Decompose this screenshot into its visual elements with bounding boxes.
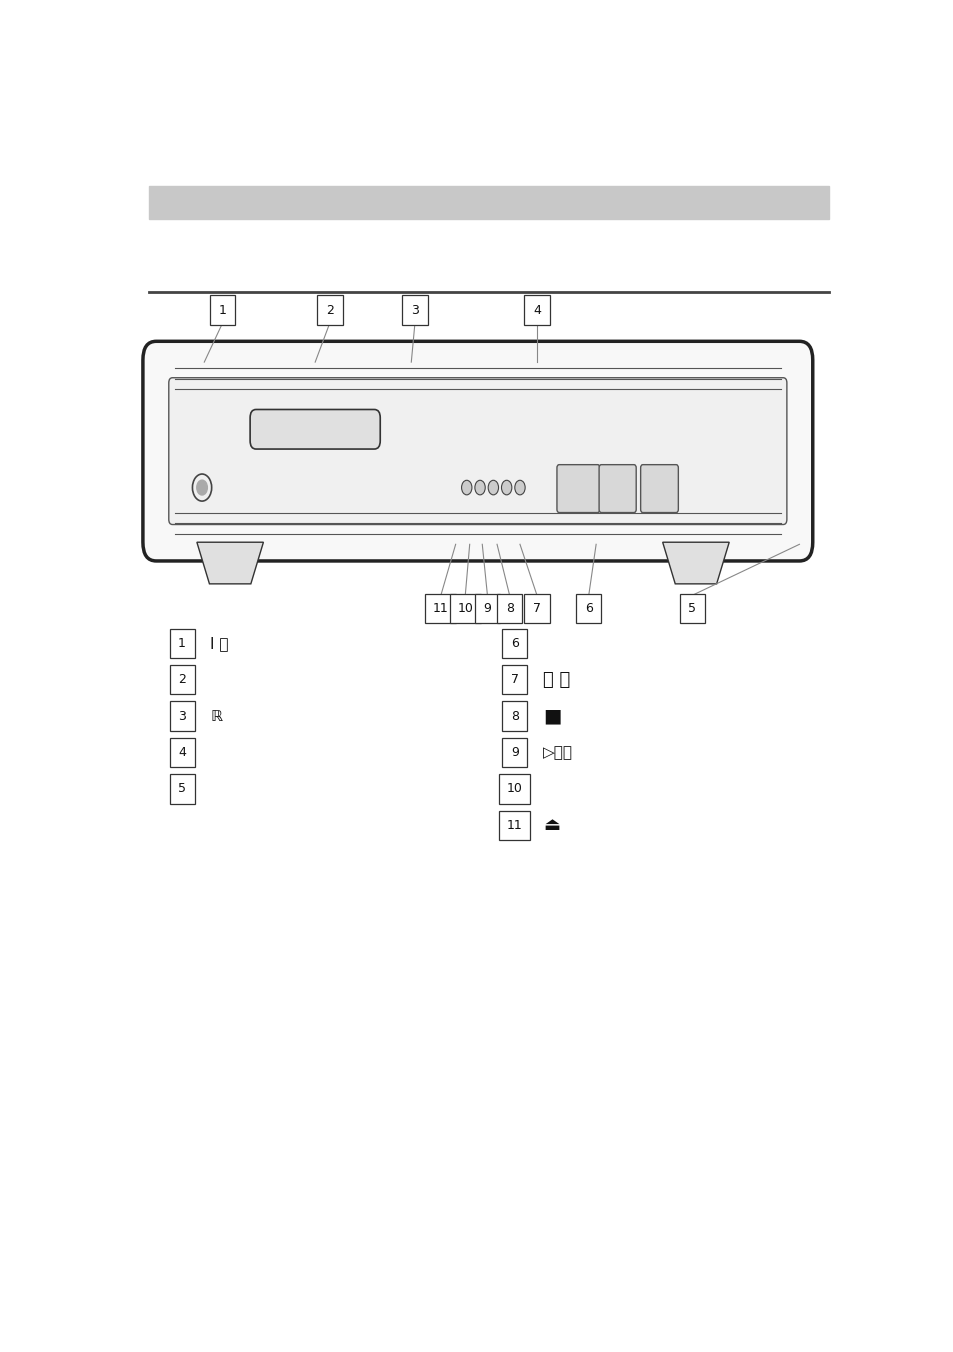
FancyBboxPatch shape	[170, 738, 194, 767]
FancyBboxPatch shape	[475, 595, 499, 623]
FancyBboxPatch shape	[498, 775, 530, 803]
FancyBboxPatch shape	[170, 775, 194, 803]
Text: ■: ■	[542, 707, 560, 726]
FancyBboxPatch shape	[425, 595, 456, 623]
Polygon shape	[196, 542, 263, 584]
Text: 9: 9	[483, 603, 491, 615]
Circle shape	[475, 480, 485, 495]
Circle shape	[501, 480, 512, 495]
Polygon shape	[662, 542, 728, 584]
Text: ▷⎯⎯: ▷⎯⎯	[542, 745, 573, 760]
FancyBboxPatch shape	[498, 811, 530, 840]
FancyBboxPatch shape	[170, 629, 194, 658]
Circle shape	[196, 480, 207, 495]
FancyBboxPatch shape	[524, 296, 549, 324]
Text: 10: 10	[506, 783, 522, 795]
FancyBboxPatch shape	[169, 377, 786, 525]
Text: 5: 5	[687, 603, 696, 615]
Text: 3: 3	[411, 304, 418, 316]
FancyBboxPatch shape	[640, 465, 678, 512]
Circle shape	[488, 480, 498, 495]
Circle shape	[461, 480, 472, 495]
FancyBboxPatch shape	[449, 595, 480, 623]
Text: 8: 8	[505, 603, 513, 615]
FancyBboxPatch shape	[679, 595, 704, 623]
FancyBboxPatch shape	[501, 702, 527, 730]
Text: ⏏: ⏏	[542, 817, 559, 834]
Text: ⏮ ⏭: ⏮ ⏭	[542, 671, 570, 688]
FancyBboxPatch shape	[170, 665, 194, 694]
Text: 8: 8	[510, 710, 518, 722]
Text: 6: 6	[510, 637, 518, 650]
Circle shape	[515, 480, 524, 495]
Text: 7: 7	[510, 673, 518, 685]
Bar	[149, 187, 828, 219]
FancyBboxPatch shape	[557, 465, 599, 512]
Text: 7: 7	[533, 603, 540, 615]
Text: 6: 6	[584, 603, 592, 615]
FancyBboxPatch shape	[210, 296, 235, 324]
FancyBboxPatch shape	[501, 738, 527, 767]
FancyBboxPatch shape	[497, 595, 521, 623]
Text: 3: 3	[178, 710, 186, 722]
FancyBboxPatch shape	[143, 341, 812, 561]
FancyBboxPatch shape	[250, 410, 380, 449]
FancyBboxPatch shape	[501, 665, 527, 694]
FancyBboxPatch shape	[524, 595, 549, 623]
Text: I ⏻: I ⏻	[210, 635, 229, 650]
Text: 4: 4	[533, 304, 540, 316]
FancyBboxPatch shape	[576, 595, 600, 623]
FancyBboxPatch shape	[317, 296, 342, 324]
FancyBboxPatch shape	[598, 465, 636, 512]
FancyBboxPatch shape	[402, 296, 427, 324]
Text: 1: 1	[178, 637, 186, 650]
Text: 5: 5	[178, 783, 186, 795]
Text: 10: 10	[456, 603, 473, 615]
Text: 2: 2	[326, 304, 334, 316]
Text: 1: 1	[218, 304, 227, 316]
Text: 11: 11	[433, 603, 448, 615]
Text: 4: 4	[178, 746, 186, 758]
Text: 9: 9	[510, 746, 518, 758]
FancyBboxPatch shape	[501, 629, 527, 658]
Text: 2: 2	[178, 673, 186, 685]
Text: ℝ: ℝ	[210, 708, 222, 723]
FancyBboxPatch shape	[170, 702, 194, 730]
Text: 11: 11	[506, 819, 522, 831]
